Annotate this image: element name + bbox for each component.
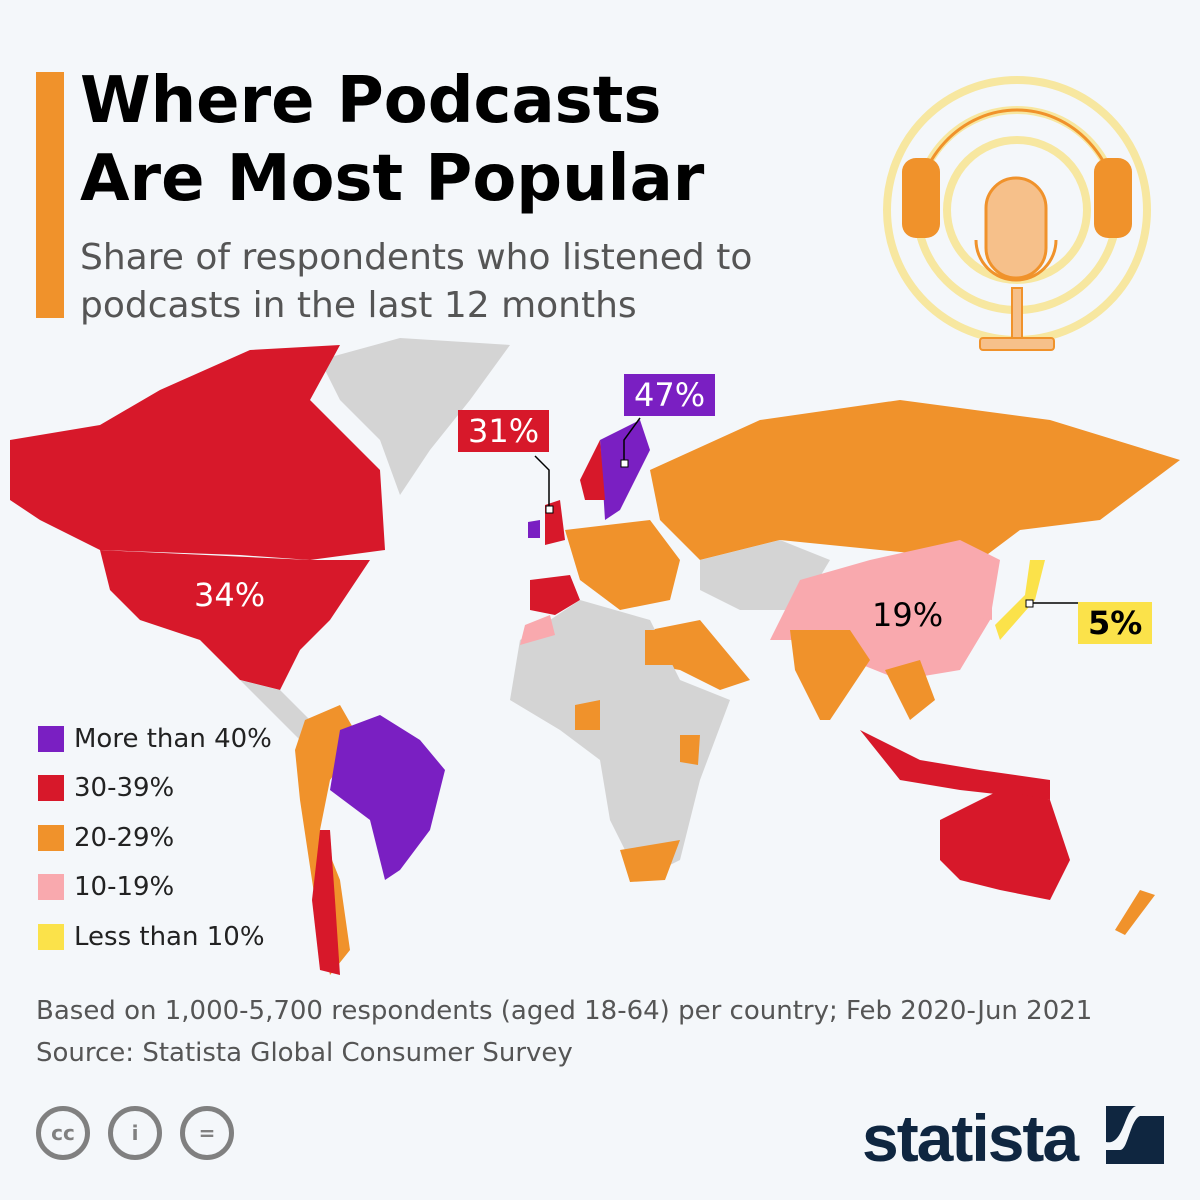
region-southeast-asia — [885, 660, 935, 720]
region-scandinavia — [600, 420, 650, 520]
legend-swatch — [38, 923, 64, 950]
region-india — [790, 630, 870, 720]
region-iberia — [530, 575, 580, 615]
legend-item: 30-39% — [38, 764, 272, 814]
world-map — [10, 338, 1180, 975]
region-south-america-west — [295, 705, 360, 975]
label-japan: 5% — [1078, 602, 1153, 644]
attribution-icon[interactable]: i — [108, 1106, 162, 1160]
legend-swatch — [38, 874, 64, 901]
footnote: Based on 1,000-5,700 respondents (aged 1… — [36, 990, 1092, 1074]
region-south-africa — [620, 840, 680, 882]
region-europe — [565, 520, 680, 610]
region-indonesia — [860, 730, 1050, 800]
region-norway — [580, 440, 605, 500]
legend-item: More than 40% — [38, 714, 272, 764]
region-new-zealand — [1115, 890, 1155, 935]
region-chile — [312, 830, 340, 975]
sample-note: Based on 1,000-5,700 respondents (aged 1… — [36, 996, 1093, 1026]
headphones-microphone-icon — [883, 76, 1151, 351]
label-us: 34% — [194, 576, 266, 614]
subtitle: Share of respondents who listened to pod… — [80, 237, 753, 326]
legend-label: Less than 10% — [74, 921, 265, 952]
region-africa — [510, 600, 730, 880]
region-greenland — [320, 338, 510, 495]
legend-swatch — [38, 725, 64, 752]
legend-swatch — [38, 775, 64, 802]
region-canada-alaska — [10, 345, 385, 560]
statista-logo-mark-icon — [1106, 1106, 1164, 1164]
region-nigeria — [575, 700, 600, 730]
label-china: 19% — [872, 596, 944, 634]
region-morocco — [520, 615, 555, 645]
legend-label: 20-29% — [74, 822, 175, 853]
region-egypt — [645, 630, 675, 665]
legend-item: 10-19% — [38, 863, 272, 913]
legend-label: 10-19% — [74, 872, 175, 903]
region-kenya — [680, 735, 700, 765]
region-usa — [100, 550, 370, 690]
region-uk — [545, 500, 565, 545]
region-ireland — [528, 520, 540, 538]
cc-license-icon[interactable]: cc — [36, 1106, 90, 1160]
accent-bar — [36, 72, 64, 318]
legend-item: Less than 10% — [38, 912, 272, 962]
label-uk: 31% — [458, 410, 550, 452]
legend: More than 40% 30-39% 20-29% 10-19% Less … — [38, 714, 272, 962]
region-brazil — [330, 715, 445, 880]
region-australia — [940, 790, 1070, 900]
page-title: Where Podcasts Are Most Popular — [80, 64, 705, 216]
legend-label: More than 40% — [74, 723, 272, 754]
legend-label: 30-39% — [74, 773, 175, 804]
region-central-america — [240, 680, 310, 740]
label-sweden: 47% — [624, 374, 716, 416]
legend-item: 20-29% — [38, 813, 272, 863]
region-russia — [650, 400, 1180, 560]
legend-swatch — [38, 824, 64, 851]
statista-logo[interactable]: statista — [862, 1101, 1079, 1175]
region-korea — [980, 595, 992, 620]
no-derivatives-icon[interactable]: = — [180, 1106, 234, 1160]
source-note: Source: Statista Global Consumer Survey — [36, 1038, 573, 1068]
region-japan — [995, 560, 1045, 640]
